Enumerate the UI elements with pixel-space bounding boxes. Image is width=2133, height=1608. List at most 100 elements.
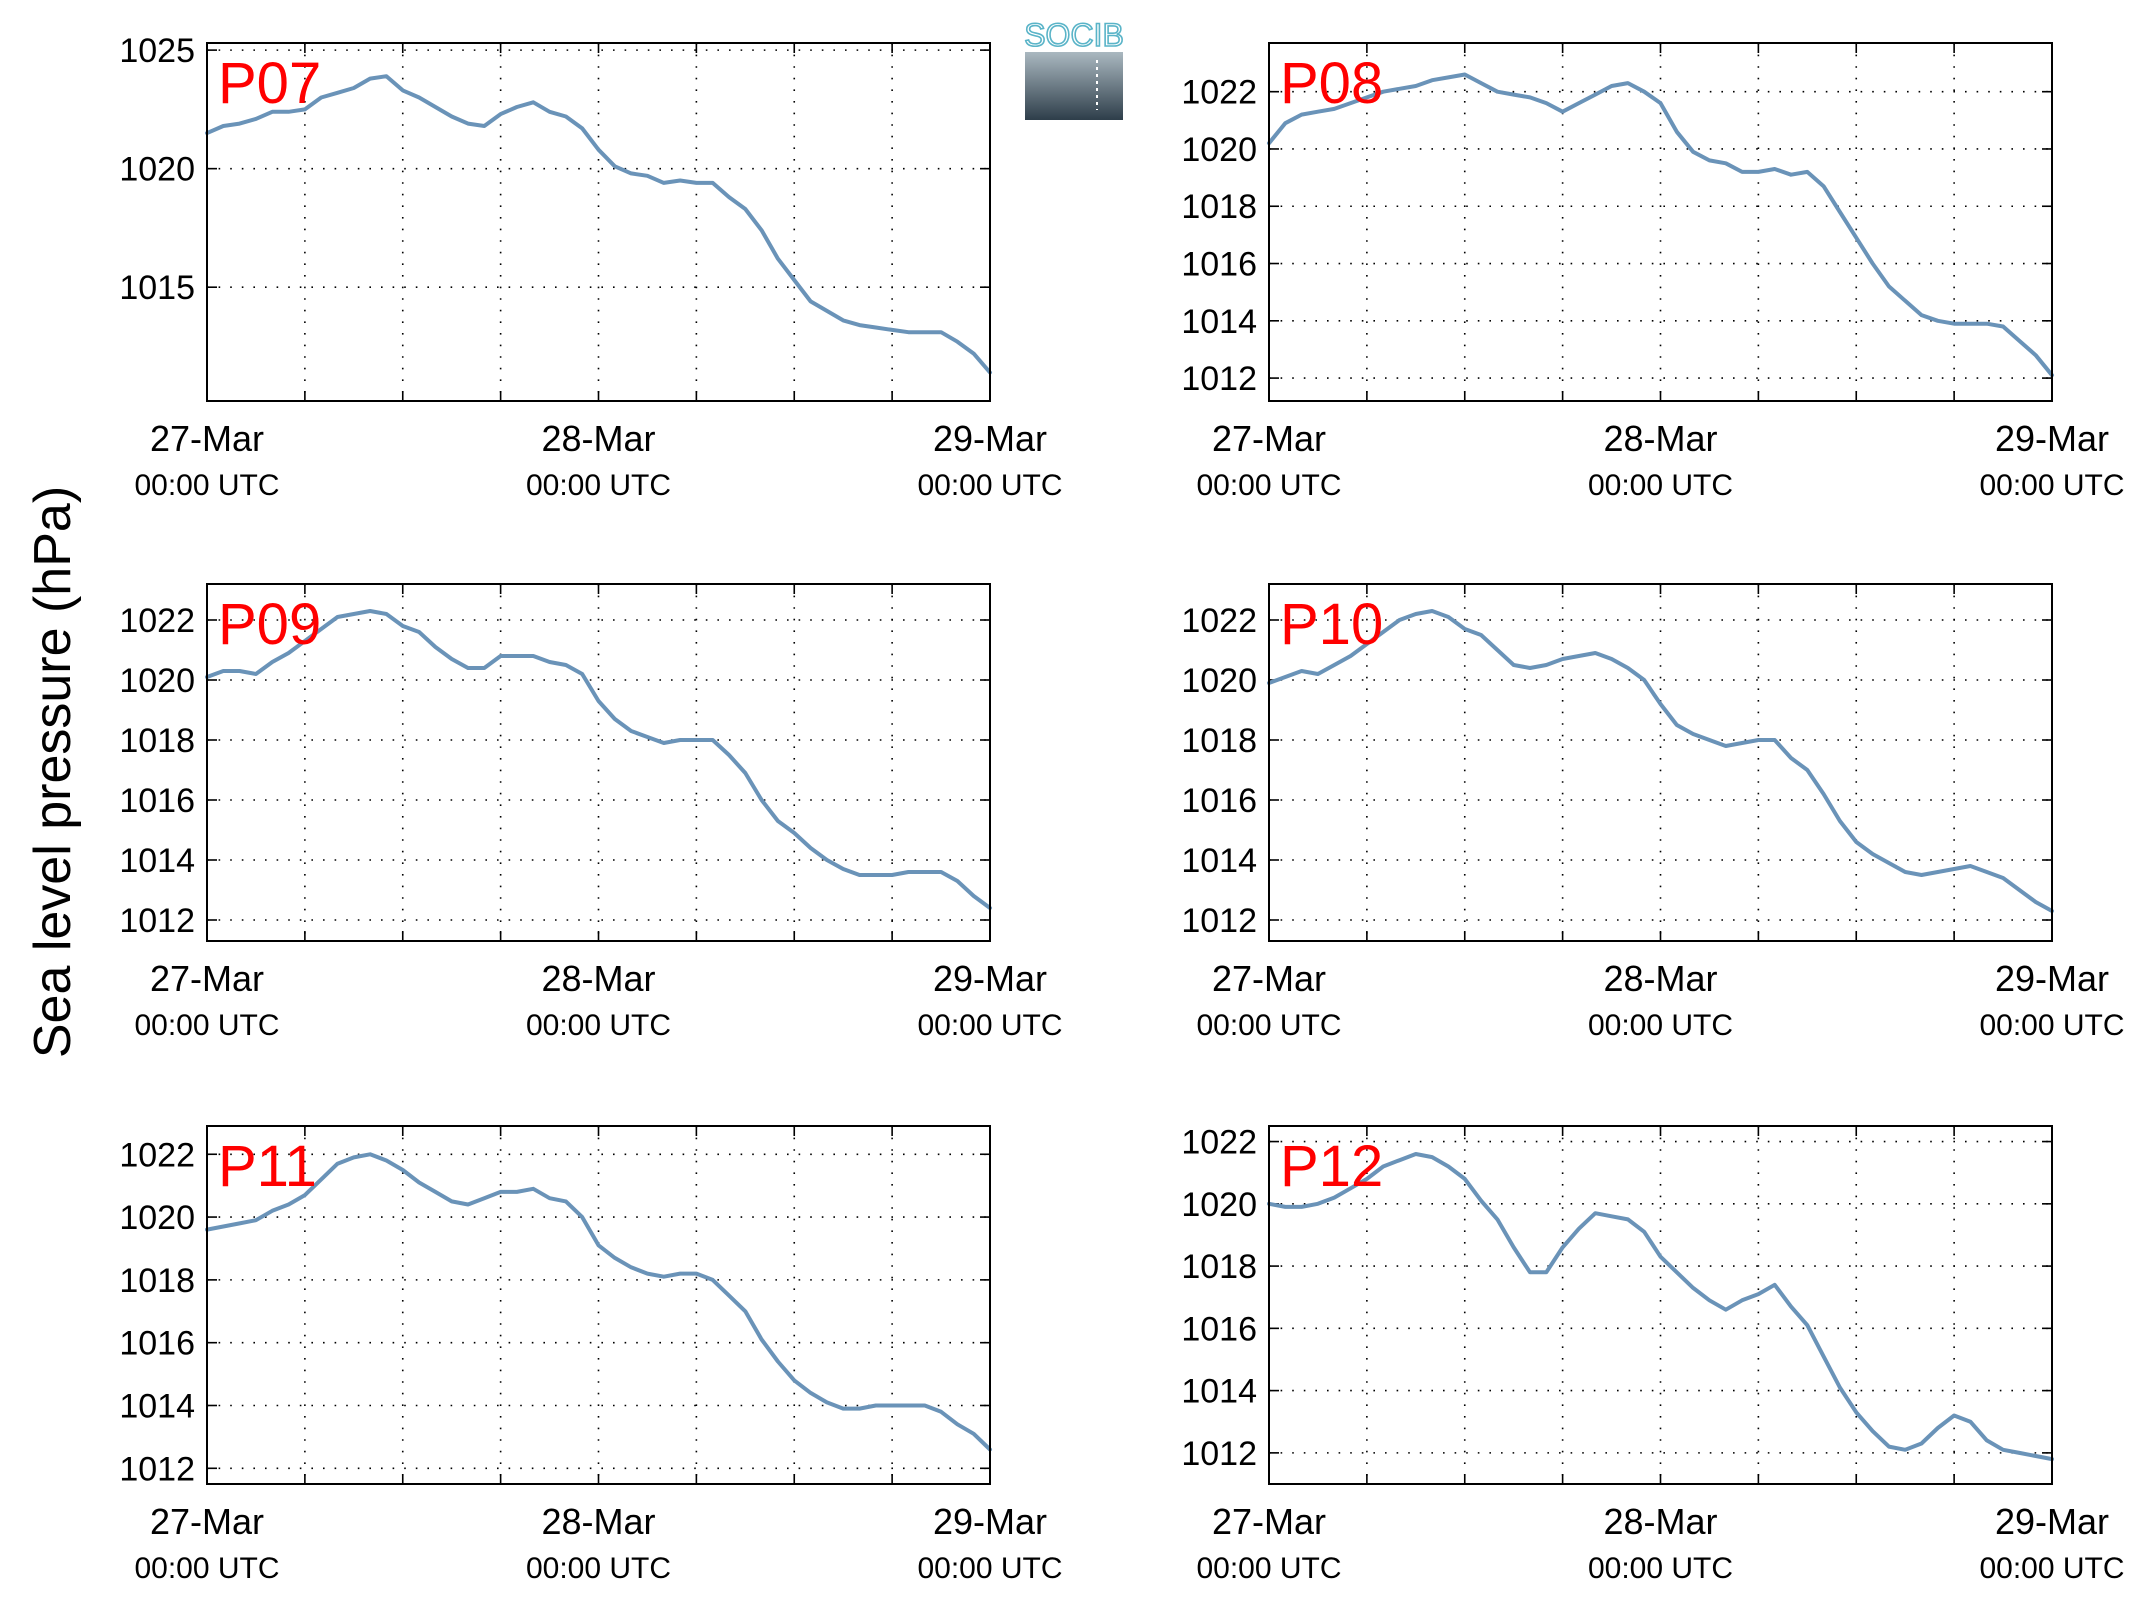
x-tick-label-date: 28-Mar: [541, 418, 655, 459]
plot-area: [1269, 43, 2052, 401]
y-tick-label: 1020: [119, 151, 195, 189]
station-label: P11: [218, 1134, 317, 1199]
y-tick-label: 1012: [1181, 360, 1257, 398]
station-label: P07: [218, 51, 321, 116]
x-tick-label-date: 27-Mar: [1212, 958, 1326, 999]
panel-p10: 1012 1014 1016 1018 1020 1022 27-Mar 00:00 UTC 2…: [1181, 583, 2125, 1042]
axes-frame: [206, 1125, 991, 1485]
pressure-line: [205, 609, 992, 910]
plot-area: [1269, 1126, 2052, 1484]
y-tick-label: 1018: [1181, 722, 1257, 760]
x-tick-label-date: 29-Mar: [933, 958, 1047, 999]
plot-area: [1269, 584, 2052, 941]
y-tick-label: 1022: [119, 1136, 195, 1174]
x-tick-label-date: 28-Mar: [1603, 418, 1717, 459]
x-tick-label-time: 00:00 UTC: [134, 1552, 279, 1585]
axes-frame: [1268, 1125, 2053, 1485]
x-tick-label-date: 28-Mar: [541, 1501, 655, 1542]
pressure-line: [205, 74, 992, 375]
x-tick-label-date: 27-Mar: [150, 418, 264, 459]
y-tick-label: 1022: [1181, 1124, 1257, 1162]
y-tick-label: 1018: [1181, 188, 1257, 226]
y-tick-label: 1014: [119, 842, 195, 880]
plot-area: [207, 1126, 990, 1484]
y-tick-label: 1020: [119, 1199, 195, 1237]
y-tick-label: 1014: [1181, 303, 1257, 341]
x-tick-label-date: 29-Mar: [1995, 418, 2109, 459]
pressure-line: [1267, 609, 2054, 913]
x-tick-label-time: 00:00 UTC: [1588, 469, 1733, 502]
y-tick-label: 1016: [119, 1325, 195, 1363]
y-tick-label: 1014: [119, 1387, 195, 1425]
panel-p09: 1012 1014 1016 1018 1020 1022 27-Mar 00:00 UTC 2…: [119, 583, 1063, 1042]
plot-area: [207, 43, 990, 401]
station-label: P12: [1280, 1134, 1383, 1199]
y-tick-label: 1012: [1181, 1435, 1257, 1473]
x-tick-label-date: 29-Mar: [1995, 958, 2109, 999]
logo-gradient-block: [1025, 52, 1123, 120]
x-tick-label-date: 27-Mar: [1212, 418, 1326, 459]
pressure-line: [1267, 72, 2054, 378]
panel-p11: 1012 1014 1016 1018 1020 1022 27-Mar 00:00 UTC 2…: [119, 1125, 1063, 1585]
x-tick-label-time: 00:00 UTC: [1979, 1009, 2124, 1042]
y-tick-label: 1022: [1181, 602, 1257, 640]
x-tick-label-date: 27-Mar: [150, 958, 264, 999]
panel-p07: 1015 1020 1025 27-Mar 00:00 UTC 28-Mar 00:00 U…: [119, 32, 1062, 502]
x-tick-label-date: 28-Mar: [541, 958, 655, 999]
y-axis-label: Sea level pressure (hPa): [24, 486, 82, 1058]
y-tick-label: 1022: [119, 602, 195, 640]
y-tick-label: 1016: [1181, 246, 1257, 284]
y-tick-label: 1014: [1181, 1373, 1257, 1411]
y-tick-label: 1020: [1181, 1186, 1257, 1224]
axes-frame: [206, 583, 991, 942]
station-label: P10: [1280, 592, 1383, 657]
pressure-line: [205, 1152, 992, 1452]
x-tick-label-time: 00:00 UTC: [1196, 469, 1341, 502]
x-tick-label-time: 00:00 UTC: [917, 1009, 1062, 1042]
x-tick-label-date: 27-Mar: [1212, 1501, 1326, 1542]
y-tick-label: 1025: [119, 32, 195, 70]
panel-p08: 1012 1014 1016 1018 1020 1022 27-Mar 00:00 UTC 2…: [1181, 42, 2125, 502]
y-tick-label: 1016: [1181, 1310, 1257, 1348]
y-tick-label: 1012: [119, 1450, 195, 1488]
x-tick-label-time: 00:00 UTC: [526, 1009, 671, 1042]
x-tick-label-time: 00:00 UTC: [1979, 1552, 2124, 1585]
x-tick-label-date: 27-Mar: [150, 1501, 264, 1542]
y-tick-label: 1018: [119, 1262, 195, 1300]
y-tick-label: 1020: [1181, 131, 1257, 169]
axes-frame: [1268, 42, 2053, 402]
x-tick-label-time: 00:00 UTC: [526, 469, 671, 502]
x-tick-label-date: 28-Mar: [1603, 1501, 1717, 1542]
x-tick-label-time: 00:00 UTC: [1979, 469, 2124, 502]
panel-p12: 1012 1014 1016 1018 1020 1022 27-Mar 00:00 UTC 2…: [1181, 1124, 2124, 1585]
axes-frame: [206, 42, 991, 402]
y-tick-label: 1018: [1181, 1248, 1257, 1286]
y-tick-label: 1016: [119, 782, 195, 820]
logo-text: SOCIB: [1024, 17, 1124, 53]
plot-area: [207, 584, 990, 941]
pressure-line: [1267, 1152, 2054, 1462]
x-tick-label-time: 00:00 UTC: [134, 469, 279, 502]
axes-frame: [1268, 583, 2053, 942]
y-tick-label: 1012: [119, 902, 195, 940]
x-tick-label-time: 00:00 UTC: [134, 1009, 279, 1042]
station-label: P08: [1280, 51, 1383, 116]
panels: 1015 1020 1025 27-Mar 00:00 UTC 28-Mar 00:00 U…: [119, 32, 2124, 1585]
x-tick-label-time: 00:00 UTC: [526, 1552, 671, 1585]
x-tick-label-date: 29-Mar: [933, 418, 1047, 459]
x-tick-label-time: 00:00 UTC: [1588, 1009, 1733, 1042]
x-tick-label-time: 00:00 UTC: [917, 469, 1062, 502]
y-tick-label: 1016: [1181, 782, 1257, 820]
y-tick-label: 1022: [1181, 74, 1257, 112]
x-tick-label-date: 29-Mar: [933, 1501, 1047, 1542]
socib-logo: SOCIB: [1023, 16, 1125, 120]
y-tick-label: 1018: [119, 722, 195, 760]
x-tick-label-time: 00:00 UTC: [1588, 1552, 1733, 1585]
y-tick-label: 1020: [1181, 662, 1257, 700]
y-tick-label: 1015: [119, 269, 195, 307]
y-tick-label: 1020: [119, 662, 195, 700]
station-label: P09: [218, 592, 321, 657]
x-tick-label-time: 00:00 UTC: [917, 1552, 1062, 1585]
y-tick-label: 1012: [1181, 902, 1257, 940]
